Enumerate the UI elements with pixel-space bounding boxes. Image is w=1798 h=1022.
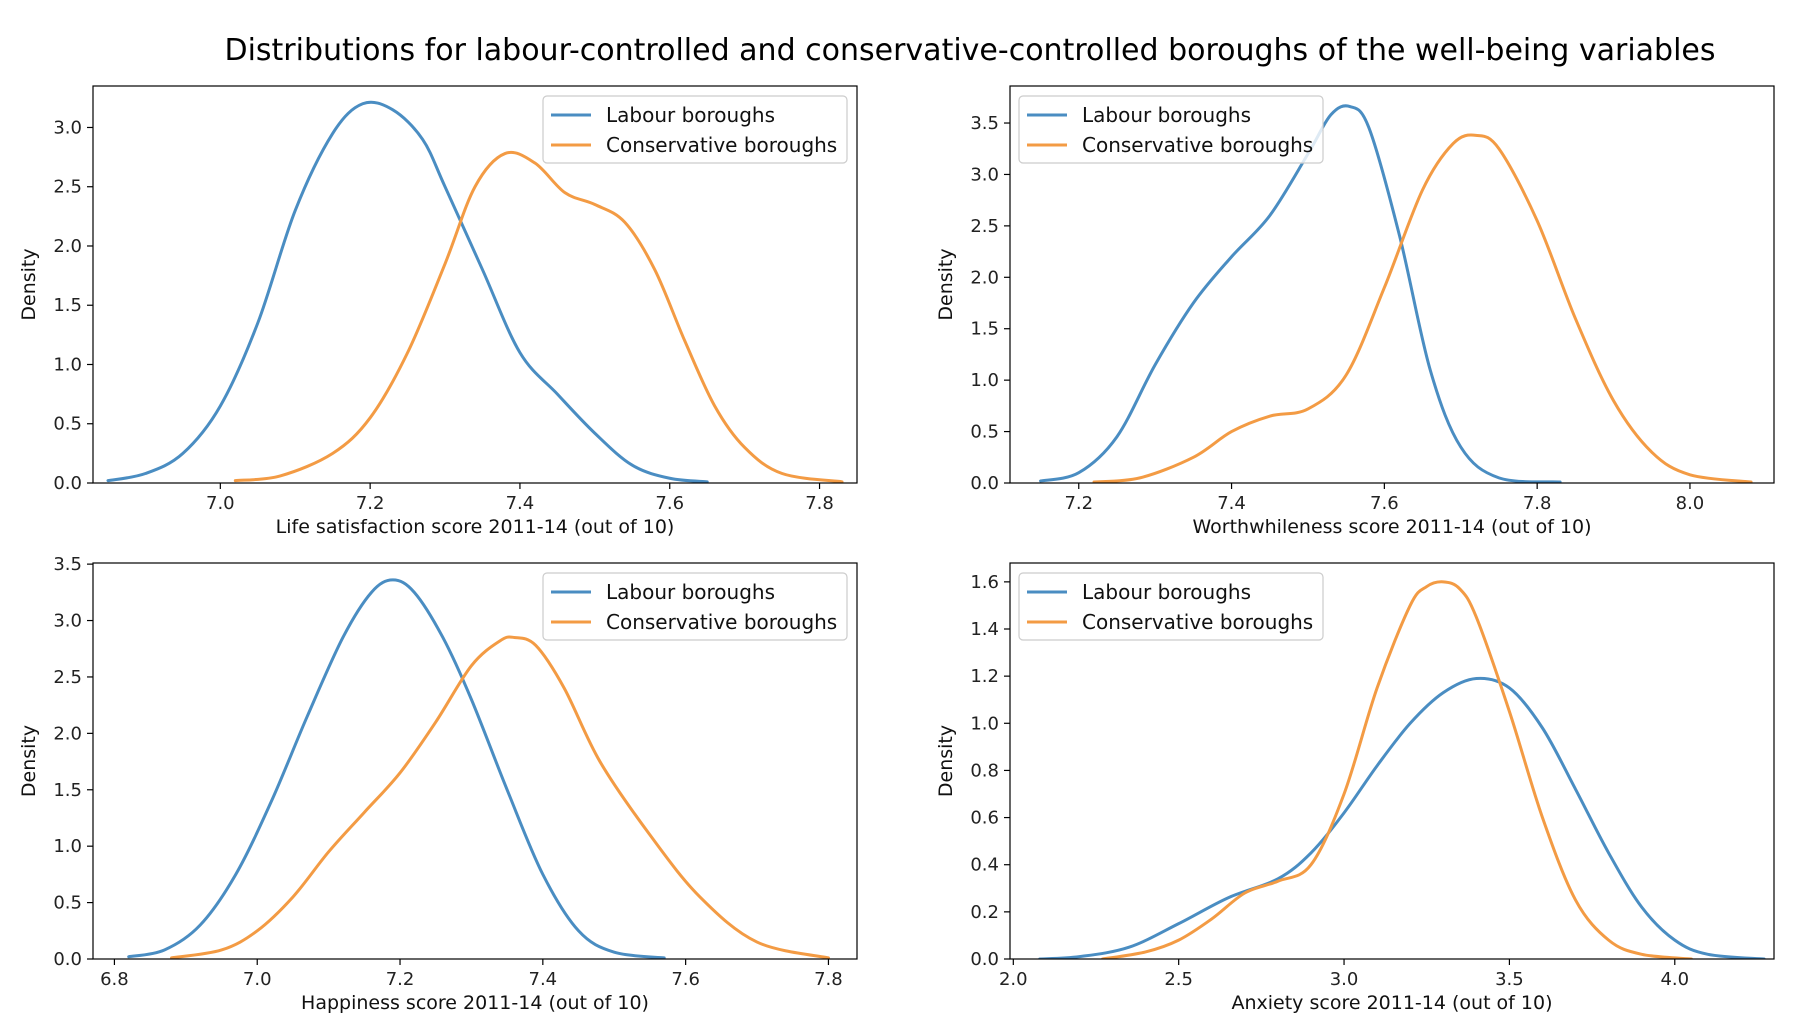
figure-title: Distributions for labour-controlled and …: [224, 33, 1715, 68]
series-line-labour: [1038, 676, 1766, 959]
y-tick-label: 1.5: [53, 780, 82, 801]
y-tick-label: 2.0: [53, 723, 82, 744]
series-line-conservative: [170, 635, 830, 959]
y-tick-label: 1.0: [970, 370, 999, 391]
y-tick-label: 0.0: [53, 473, 82, 494]
legend-frame: [1018, 95, 1324, 164]
y-tick-label: 0.4: [970, 855, 999, 876]
x-tick-label: 7.4: [506, 493, 535, 514]
y-tick-label: 3.5: [970, 113, 999, 134]
axes-frame: [92, 85, 858, 484]
legend-label-conservative: Conservative boroughs: [606, 610, 837, 634]
x-axis-label: Life satisfaction score 2011-14 (out of …: [276, 516, 675, 538]
x-tick-label: 2.5: [1164, 969, 1193, 990]
legend: Labour boroughs Conservative boroughs: [542, 572, 848, 641]
x-tick-label: 7.0: [206, 493, 235, 514]
legend: Labour boroughs Conservative boroughs: [542, 95, 848, 164]
x-tick-label: 7.0: [243, 969, 272, 990]
y-tick-label: 2.0: [53, 236, 82, 257]
x-tick-label: 3.0: [1330, 969, 1359, 990]
x-tick-label: 7.2: [1064, 493, 1093, 514]
y-tick-label: 2.0: [970, 267, 999, 288]
series-line-labour: [127, 578, 666, 959]
x-tick-label: 6.8: [100, 969, 129, 990]
legend-label-conservative: Conservative boroughs: [606, 133, 837, 157]
x-tick-label: 7.2: [356, 493, 385, 514]
subplot-life-satisfaction: 7.0 7.2 7.4 7.6 7.8 0.0 0.5 1.0 1.5 2.0 2.5 3.0 Life…: [18, 85, 858, 538]
x-tick-label: 7.6: [671, 969, 700, 990]
y-tick-label: 1.2: [970, 666, 999, 687]
x-tick-label: 7.2: [386, 969, 415, 990]
subplot-anxiety: 2.0 2.5 3.0 3.5 4.0 0.0 0.2 0.4 0.6 0.8 1.0 1.2 1.4 1…: [935, 562, 1775, 1014]
legend-frame: [1018, 572, 1324, 641]
x-axis-label: Anxiety score 2011-14 (out of 10): [1231, 992, 1552, 1014]
legend: Labour boroughs Conservative boroughs: [1018, 95, 1324, 164]
x-tick-label: 7.8: [814, 969, 843, 990]
series-line-labour: [1039, 104, 1562, 483]
axes-frame: [1009, 562, 1775, 960]
y-tick-label: 0.5: [53, 893, 82, 914]
y-tick-label: 1.6: [970, 572, 999, 593]
y-tick-label: 3.0: [53, 117, 82, 138]
y-tick-label: 1.5: [970, 319, 999, 340]
y-tick-label: 1.4: [970, 619, 999, 640]
y-axis-label: Density: [935, 725, 957, 797]
y-axis-label: Density: [935, 248, 957, 320]
y-tick-label: 1.0: [970, 713, 999, 734]
legend-label-conservative: Conservative boroughs: [1082, 610, 1313, 634]
y-tick-label: 0.6: [970, 808, 999, 829]
y-axis-label: Density: [18, 248, 40, 320]
y-tick-label: 1.5: [53, 295, 82, 316]
y-tick-label: 1.0: [53, 354, 82, 375]
axes-frame: [92, 562, 858, 960]
x-tick-label: 4.0: [1660, 969, 1689, 990]
y-tick-label: 0.0: [970, 949, 999, 970]
y-tick-label: 0.5: [970, 422, 999, 443]
y-tick-label: 2.5: [53, 177, 82, 198]
legend-label-conservative: Conservative boroughs: [1082, 133, 1313, 157]
x-tick-label: 7.6: [1370, 493, 1399, 514]
y-tick-label: 2.5: [970, 216, 999, 237]
subplot-happiness: 6.8 7.0 7.2 7.4 7.6 7.8 0.0 0.5 1.0 1.5 2.0 2.5 3.0 3…: [18, 554, 858, 1014]
y-tick-label: 1.0: [53, 836, 82, 857]
x-tick-label: 7.8: [805, 493, 834, 514]
y-tick-label: 0.8: [970, 760, 999, 781]
series-line-conservative: [1101, 580, 1693, 959]
x-tick-label: 7.4: [1217, 493, 1246, 514]
y-axis-label: Density: [18, 725, 40, 797]
subplot-grid: 7.0 7.2 7.4 7.6 7.8 0.0 0.5 1.0 1.5 2.0 2.5 3.0 Life…: [18, 85, 1775, 1014]
y-tick-label: 0.2: [970, 902, 999, 923]
y-tick-label: 2.5: [53, 667, 82, 688]
legend-label-labour: Labour boroughs: [606, 580, 775, 604]
series-line-conservative: [233, 150, 844, 483]
x-tick-label: 3.5: [1495, 969, 1524, 990]
series-line-conservative: [1092, 133, 1753, 483]
axes-frame: [1009, 85, 1775, 484]
x-axis-label: Happiness score 2011-14 (out of 10): [301, 992, 649, 1014]
legend-label-labour: Labour boroughs: [1082, 103, 1251, 127]
legend-frame: [542, 572, 848, 641]
x-tick-label: 7.6: [655, 493, 684, 514]
legend-frame: [542, 95, 848, 164]
legend-label-labour: Labour boroughs: [1082, 580, 1251, 604]
y-tick-label: 0.0: [53, 949, 82, 970]
y-tick-label: 0.5: [53, 414, 82, 435]
x-tick-label: 7.4: [529, 969, 558, 990]
x-tick-label: 7.8: [1523, 493, 1552, 514]
y-tick-label: 0.0: [970, 473, 999, 494]
series-line-labour: [106, 100, 709, 483]
x-tick-label: 8.0: [1676, 493, 1705, 514]
x-tick-label: 2.0: [999, 969, 1028, 990]
y-tick-label: 3.0: [970, 164, 999, 185]
legend: Labour boroughs Conservative boroughs: [1018, 572, 1324, 641]
subplot-worthwhileness: 7.2 7.4 7.6 7.8 8.0 0.0 0.5 1.0 1.5 2.0 2.5 3.0 3.5 W…: [935, 85, 1775, 538]
x-axis-label: Worthwhileness score 2011-14 (out of 10): [1192, 516, 1591, 538]
legend-label-labour: Labour boroughs: [606, 103, 775, 127]
y-tick-label: 3.5: [53, 554, 82, 575]
y-tick-label: 3.0: [53, 611, 82, 632]
